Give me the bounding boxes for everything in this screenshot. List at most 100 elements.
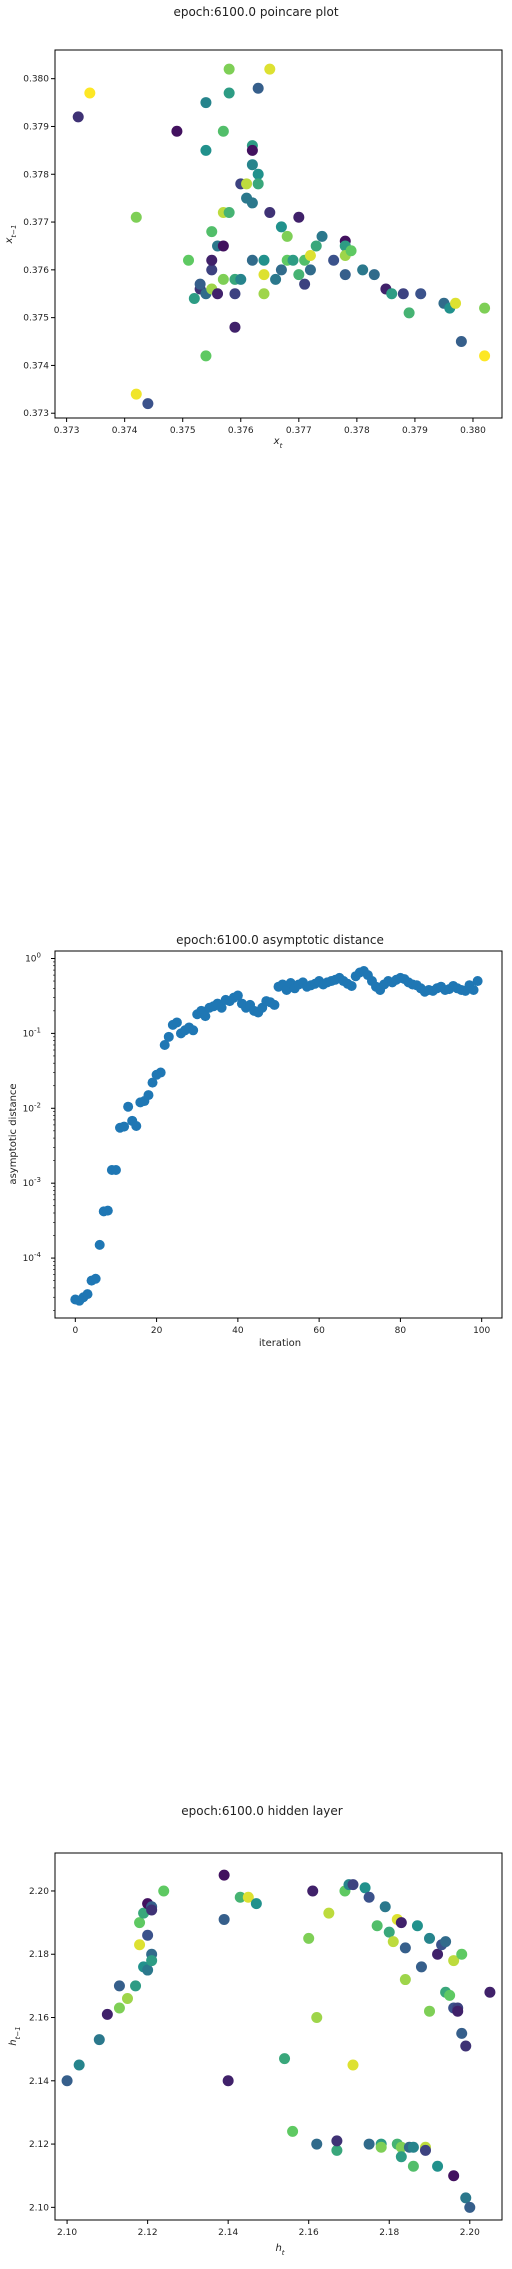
data-point: [246, 144, 258, 156]
data-point: [113, 1980, 125, 1992]
plot-frame: [54, 950, 503, 1319]
data-point: [395, 2141, 407, 2153]
data-point: [293, 211, 305, 223]
data-point: [110, 1164, 121, 1175]
data-point: [479, 302, 491, 314]
data-point: [84, 87, 96, 99]
data-point: [206, 254, 218, 266]
x-tick-label: 2.18: [379, 2228, 399, 2238]
data-point: [163, 1031, 174, 1042]
data-point: [155, 1067, 166, 1078]
data-point: [134, 1917, 146, 1929]
data-point: [246, 159, 258, 171]
data-point: [130, 1980, 142, 1992]
data-point: [90, 1273, 101, 1284]
data-point: [73, 2059, 85, 2071]
data-point: [293, 269, 305, 281]
data-point: [218, 1869, 230, 1881]
data-point: [455, 336, 467, 348]
data-point: [158, 1885, 170, 1897]
y-tick-label: 10-2: [23, 1101, 41, 1114]
y-tick-label: 2.16: [29, 2014, 49, 2024]
data-point: [331, 2144, 343, 2156]
y-tick-label: 0.375: [23, 314, 49, 324]
data-point: [484, 1986, 496, 1998]
x-tick-label: 60: [313, 1326, 325, 1336]
data-point: [159, 1039, 170, 1050]
y-tick-label: 0.376: [23, 266, 49, 276]
data-point: [269, 999, 280, 1010]
x-tick-label: 0.379: [402, 426, 428, 436]
data-point: [311, 2012, 323, 2024]
y-tick-label: 10-3: [23, 1176, 41, 1189]
data-point: [432, 1948, 444, 1960]
x-tick-label: 0.374: [112, 426, 138, 436]
data-point: [183, 254, 195, 266]
x-tick-label: 40: [232, 1326, 244, 1336]
y-tick-label: 0.373: [23, 409, 49, 419]
data-point: [303, 1932, 315, 1944]
x-axis-label: xt: [273, 436, 283, 450]
x-axis-label-text: xt: [273, 436, 283, 450]
poincare-chart: epoch:6100.0 poincare plot 0.373 0.374 0.37…: [4, 5, 503, 450]
y-tick-label: 2.18: [29, 1950, 49, 1960]
data-point: [270, 273, 282, 285]
data-point: [479, 350, 491, 362]
data-point: [200, 144, 212, 156]
data-point: [217, 240, 229, 252]
data-point: [171, 1017, 182, 1028]
data-point: [246, 197, 258, 209]
data-point: [235, 273, 247, 285]
y-tick-label: 10-1: [23, 1026, 41, 1039]
data-point: [403, 307, 415, 319]
y-axis-label: ht−1: [8, 2026, 22, 2045]
data-point: [328, 254, 340, 266]
data-point: [464, 2201, 476, 2213]
data-point: [223, 87, 235, 99]
x-axis-label-sub: t: [282, 2249, 285, 2257]
data-point: [407, 2141, 419, 2153]
data-point: [200, 1011, 211, 1022]
data-point: [217, 273, 229, 285]
data-point: [130, 211, 142, 223]
x-tick-label: 2.20: [460, 2228, 480, 2238]
data-point: [452, 2005, 464, 2017]
data-point: [206, 226, 218, 238]
data-point: [363, 2138, 375, 2150]
data-point: [222, 2075, 234, 2087]
data-point: [424, 1932, 436, 1944]
data-point: [102, 1205, 113, 1216]
x-tick-label: 0.380: [460, 426, 486, 436]
data-point: [287, 2125, 299, 2137]
data-point: [359, 1882, 371, 1894]
chart-title: epoch:6100.0 hidden layer: [181, 1804, 343, 1818]
data-point: [72, 111, 84, 123]
data-point: [383, 1926, 395, 1938]
y-tick-exponent: -1: [34, 1026, 41, 1034]
y-axis-label: asymptotic distance: [8, 1083, 19, 1184]
x-tick-label: 0: [72, 1326, 78, 1336]
y-tick-exponent: -3: [34, 1176, 41, 1184]
x-tick-label: 0.377: [286, 426, 312, 436]
data-point: [363, 1891, 375, 1903]
y-axis-label-text: ht−1: [8, 2026, 22, 2045]
data-point: [304, 250, 316, 262]
x-tick-label: 2.16: [299, 2228, 319, 2238]
data-point: [424, 2005, 436, 2017]
data-point: [346, 980, 357, 991]
data-point: [460, 2040, 472, 2052]
data-point: [200, 97, 212, 109]
data-point: [242, 1891, 254, 1903]
data-point: [229, 321, 241, 333]
data-point: [399, 1942, 411, 1954]
y-axis-label-text: xt−1: [4, 225, 18, 245]
x-tick-label: 2.12: [138, 2228, 158, 2238]
data-point: [448, 1955, 460, 1967]
y-tick-label: 2.12: [29, 2140, 49, 2150]
data-point: [252, 178, 264, 190]
data-point: [146, 1955, 158, 1967]
y-axis-label-sub: t−1: [10, 225, 18, 238]
x-tick-label: 2.14: [218, 2228, 238, 2238]
data-point: [223, 63, 235, 75]
chart-title: epoch:6100.0 poincare plot: [173, 5, 338, 19]
